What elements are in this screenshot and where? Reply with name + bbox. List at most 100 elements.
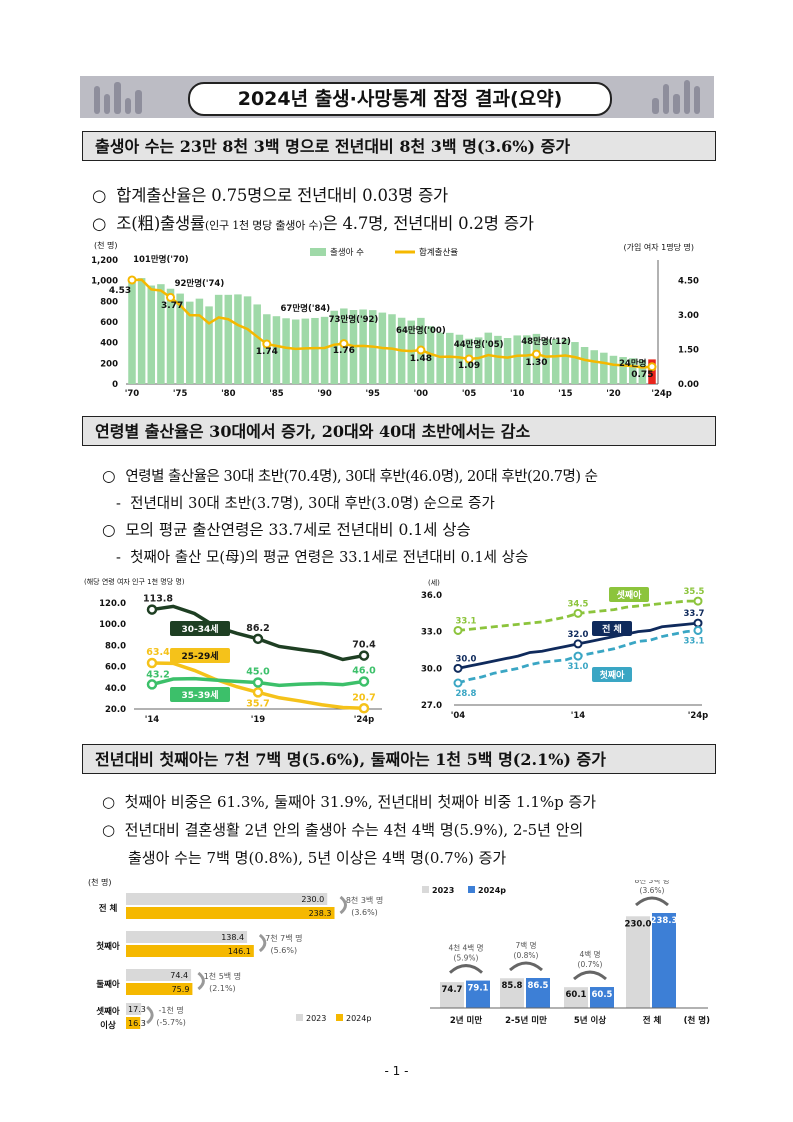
series-point [358, 676, 370, 687]
change-pct-label: (5.9%) [454, 954, 479, 963]
bullet-item: ○ 전년대비 결혼생활 2년 안의 출생아 수는 4천 4백 명(5.9%), … [102, 819, 583, 840]
birth-bar [628, 358, 637, 384]
change-arrow-icon [197, 971, 205, 991]
x-tick-label: '85 [269, 389, 284, 399]
x-tick-label: '14 [145, 715, 160, 725]
series-tag-label: 30-34세 [181, 623, 218, 635]
change-label: 7천 7백 명 [265, 933, 302, 943]
series-point [693, 618, 703, 628]
bullet-marker: - [116, 496, 121, 512]
series-point [573, 651, 583, 661]
x-tick-label: '90 [317, 389, 332, 399]
birth-bar [301, 318, 310, 384]
x-tick-label: '04 [451, 711, 466, 721]
y-tick-label: 0.00 [678, 380, 699, 390]
series-point [146, 604, 158, 615]
tfr-value-label: 4.53 [109, 286, 131, 296]
change-label: 8천 3백 명 [634, 880, 669, 885]
birth-bar [195, 298, 204, 384]
decor-bar-icon [684, 80, 690, 114]
x-tick-label: '19 [251, 715, 266, 725]
tfr-value-label: 1.76 [333, 346, 355, 356]
series-point [573, 608, 583, 618]
legend-label: 합계출산율 [419, 247, 458, 258]
change-pct-label: (3.6%) [640, 886, 665, 895]
y-tick-label: 4.50 [678, 277, 699, 287]
birth-bar [282, 318, 290, 384]
x-tick-label: '20 [606, 389, 621, 399]
birth-bar [609, 355, 618, 384]
birth-bar [580, 347, 589, 384]
tfr-point [127, 275, 137, 285]
decor-bar-icon [114, 82, 121, 114]
data-label: 86.2 [246, 623, 269, 634]
bullet-item: ○ 모의 평균 출산연령은 33.7세로 전년대비 0.1세 상승 [102, 518, 471, 540]
tfr-value-label: 1.74 [256, 347, 278, 357]
bullet-text: 전년대비 30대 초반(3.7명), 30대 후반(3.0명) 순으로 증가 [130, 496, 495, 512]
bar-2023 [126, 893, 328, 905]
series-point [573, 639, 583, 649]
bullet-text: 출생아 수는 7백 명(0.8%), 5년 이상은 4백 명(0.7%) 증가 [128, 849, 507, 867]
change-arrow-icon [258, 933, 267, 953]
data-label: 35.7 [246, 698, 269, 709]
birth-trend-chart: (천 명) (가임 여자 1명당 명) 출생아 수 합계출산율 0 200 400 600 80… [91, 240, 699, 399]
bar-value-label: 79.1 [468, 984, 489, 994]
tfr-value-label: 1.09 [458, 361, 480, 371]
legend-label: 2024p [346, 1014, 371, 1023]
bar-value-label: 230.0 [301, 895, 324, 904]
birth-bar [455, 334, 464, 384]
bullet-marker: ○ [102, 521, 116, 539]
birth-bar [166, 288, 175, 384]
bullet-marker: ○ [102, 467, 116, 485]
data-label: 45.0 [246, 667, 270, 678]
series-tag [609, 587, 649, 602]
tfr-value-label: 1.48 [410, 354, 432, 364]
annotation-label: 73만명('92) [329, 314, 379, 325]
bullet-text: 조(粗)출생률 [116, 214, 205, 233]
birth-bar [494, 335, 502, 384]
birth-bar [561, 338, 570, 384]
bullet-text: 합계출산율은 0.75명으로 전년대비 0.03명 증가 [116, 186, 449, 205]
x-tick-label: '00 [414, 389, 429, 399]
bar-2024p [126, 1017, 141, 1029]
birth-bar [446, 332, 454, 384]
change-arrow-icon [339, 895, 347, 915]
y-tick-label: 60.0 [105, 663, 126, 673]
bullet-marker: - [116, 550, 121, 566]
change-label: -1천 명 [159, 1005, 184, 1015]
page-number: - 1 - [384, 1064, 409, 1078]
birth-bar [214, 294, 223, 384]
legend-swatch [336, 1014, 343, 1021]
change-pct-label: (-5.7%) [156, 1018, 185, 1027]
tfr-point [262, 339, 272, 349]
x-tick-label: '70 [125, 389, 140, 399]
series-point [453, 678, 463, 688]
y-tick-label: 120.0 [99, 599, 126, 609]
change-label: 4천 4백 명 [448, 943, 483, 953]
series-tag-label: 첫째아 [600, 669, 626, 681]
change-label: 8천 3백 명 [346, 895, 383, 905]
bullet-marker: ○ [102, 821, 116, 839]
bullet-marker: ○ [102, 793, 116, 811]
legend-label: 2024p [478, 886, 506, 895]
data-label: 34.5 [568, 599, 589, 609]
birth-bar [503, 338, 512, 384]
birth-bar [291, 319, 300, 384]
annotation-label: 64만명('00) [396, 325, 446, 336]
y-tick-label: 20.0 [105, 705, 126, 715]
decor-bar-icon [663, 84, 669, 114]
legend-label: 2023 [432, 886, 454, 895]
category-label: 둘째아 [96, 979, 120, 990]
change-label: 4백 명 [580, 949, 601, 959]
annotation-label: 92만명('74) [175, 278, 225, 289]
birth-bar [484, 332, 493, 384]
axis-label: (가임 여자 1명당 명) [624, 242, 694, 252]
annotation-label: 44만명('05) [454, 339, 504, 350]
data-label: 28.8 [456, 689, 477, 699]
bullet-marker: ○ [92, 186, 107, 205]
series-point [358, 703, 370, 714]
y-tick-label: 30.0 [421, 664, 442, 674]
decor-bar-icon [694, 86, 700, 114]
section-heading-3: 전년대비 첫째아는 7천 7백 명(5.6%), 둘째아는 1천 5백 명(2.… [82, 744, 716, 774]
birth-bar [311, 317, 319, 384]
